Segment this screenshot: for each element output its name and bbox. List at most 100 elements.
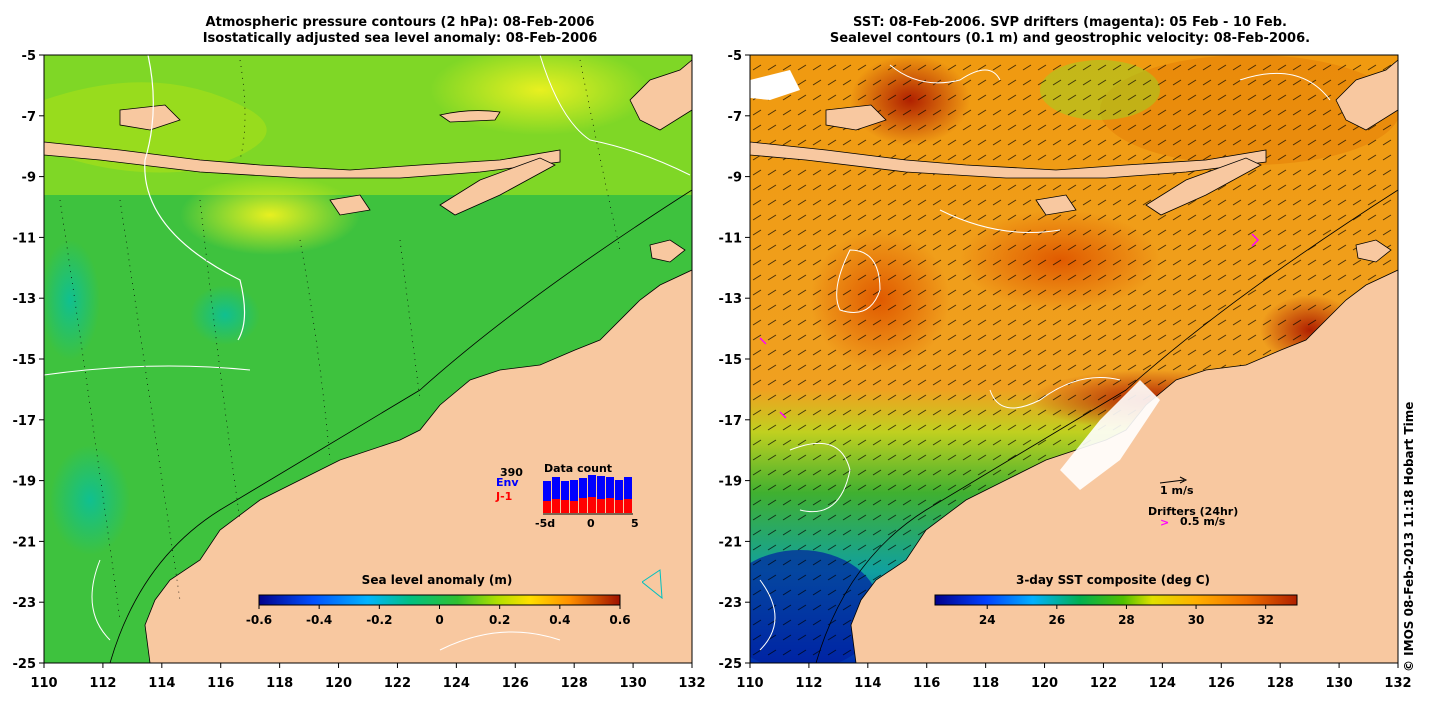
- data-count-axis-mid: 0: [587, 517, 595, 530]
- sla-colorbar-title: Sea level anomaly (m): [362, 573, 513, 587]
- data-count-bar-env: [588, 475, 596, 497]
- colorbar-tick-label: 0.2: [489, 613, 510, 627]
- lat-tick-label: -23: [13, 596, 37, 611]
- drifter-legend-title: Drifters (24hr): [1148, 505, 1238, 518]
- sst-colorbar-title: 3-day SST composite (deg C): [1016, 573, 1210, 587]
- right-panel-title: SST: 08-Feb-2006. SVP drifters (magenta)…: [760, 15, 1380, 47]
- lon-tick-label: 124: [1149, 676, 1176, 691]
- left-title-line1: Atmospheric pressure contours (2 hPa): 0…: [205, 15, 595, 30]
- lon-tick-label: 122: [384, 676, 411, 691]
- colorbar-tick-label: 28: [1118, 613, 1135, 627]
- colorbar-tick-label: 26: [1048, 613, 1065, 627]
- lon-tick-label: 126: [1208, 676, 1235, 691]
- data-count-bar-env: [615, 480, 623, 500]
- lon-tick-label: 126: [502, 676, 529, 691]
- data-count-axis-start: -5d: [535, 517, 555, 530]
- lon-tick-label: 130: [1326, 676, 1353, 691]
- data-count-bar-j1: [579, 498, 587, 513]
- lat-tick-label: -5: [728, 49, 742, 64]
- data-count-bar-env: [624, 477, 632, 499]
- sla-high-blob: [180, 175, 360, 255]
- sla-colorbar-ramp: [258, 594, 621, 606]
- sst-colorbar: 3-day SST composite (deg C) 24 26 28 30 32: [925, 563, 1305, 627]
- data-count-axis-end: 5: [631, 517, 639, 530]
- colorbar-tick-label: 30: [1188, 613, 1205, 627]
- lat-tick-label: -9: [728, 171, 742, 186]
- data-count-bar-j1: [543, 501, 551, 513]
- lon-tick-label: 116: [207, 676, 234, 691]
- data-count-bar-j1: [624, 499, 632, 513]
- data-count-bar-env: [543, 481, 551, 501]
- drifter-legend-speed: 0.5 m/s: [1180, 515, 1226, 528]
- data-count-bar-j1: [552, 499, 560, 513]
- velocity-legend: 1 m/s Drifters (24hr) > 0.5 m/s: [1148, 476, 1238, 529]
- right-map: [750, 55, 1398, 663]
- lon-tick-label: 114: [148, 676, 175, 691]
- lat-tick-label: -21: [719, 535, 743, 550]
- colorbar-tick-label: 0: [435, 613, 443, 627]
- colorbar-tick-label: -0.4: [306, 613, 332, 627]
- lat-tick-label: -11: [719, 231, 743, 246]
- cloud-mask: [1060, 380, 1160, 490]
- lon-tick-label: 120: [325, 676, 352, 691]
- colorbar-tick-label: -0.6: [246, 613, 272, 627]
- data-count-bars: [543, 475, 632, 513]
- sla-colorbar: Sea level anomaly (m) -0.6 -0.4 -0.2 0 0.2 0.…: [246, 563, 642, 627]
- lon-tick-label: 124: [443, 676, 470, 691]
- left-map: [44, 55, 692, 663]
- lon-tick-label: 114: [854, 676, 881, 691]
- right-title-line1: SST: 08-Feb-2006. SVP drifters (magenta)…: [853, 15, 1287, 30]
- lon-tick-label: 112: [89, 676, 116, 691]
- colorbar-tick-label: 0.4: [549, 613, 570, 627]
- colorbar-tick-label: 0.6: [609, 613, 630, 627]
- drifter-mark: [1251, 233, 1260, 247]
- lon-tick-label: 112: [795, 676, 822, 691]
- data-count-bar-j1: [606, 498, 614, 513]
- lon-tick-label: 132: [678, 676, 705, 691]
- lon-tick-label: 120: [1031, 676, 1058, 691]
- data-count-bar-env: [579, 478, 587, 498]
- lon-tick-label: 128: [561, 676, 588, 691]
- data-count-bar-j1: [588, 497, 596, 513]
- lat-tick-label: -7: [22, 110, 36, 125]
- data-count-bar-env: [597, 476, 605, 499]
- data-count-bar-j1: [615, 500, 623, 513]
- lat-tick-label: -11: [13, 231, 37, 246]
- lon-tick-label: 116: [913, 676, 940, 691]
- velocity-legend-label: 1 m/s: [1160, 484, 1194, 497]
- lat-tick-label: -15: [13, 353, 37, 368]
- lat-tick-label: -25: [719, 657, 743, 672]
- left-title-line2: Isostatically adjusted sea level anomaly…: [202, 31, 598, 46]
- data-count-bar-j1: [597, 499, 605, 513]
- data-count-title: Data count: [544, 462, 612, 475]
- lat-tick-label: -19: [13, 475, 37, 490]
- sunda-islands: [44, 141, 561, 179]
- drifter-mark: [759, 337, 767, 345]
- lat-tick-label: -25: [13, 657, 37, 672]
- lat-tick-label: -21: [13, 535, 37, 550]
- lon-tick-label: 132: [1384, 676, 1411, 691]
- data-count-bar-env: [561, 481, 569, 500]
- sst-colorbar-ramp: [934, 594, 1298, 606]
- lon-tick-label: 122: [1090, 676, 1117, 691]
- right-axes: 110 112 114 116 118 120 122 124 126 128 130 132 -5 -7…: [719, 49, 1412, 691]
- lat-tick-label: -17: [719, 414, 743, 429]
- lat-tick-label: -9: [22, 171, 36, 186]
- lat-tick-label: -17: [13, 414, 37, 429]
- lon-tick-label: 128: [1267, 676, 1294, 691]
- left-panel-title: Atmospheric pressure contours (2 hPa): 0…: [110, 15, 690, 47]
- drifter-legend-arrow: >: [1160, 516, 1169, 529]
- data-count-bar-env: [552, 477, 560, 499]
- lon-tick-label: 110: [736, 676, 763, 691]
- data-count-bar-j1: [561, 500, 569, 513]
- lon-tick-label: 110: [30, 676, 57, 691]
- data-count-inset: 390 Env J-1 Data count -5d 0 5: [495, 462, 639, 530]
- lat-tick-label: -23: [719, 596, 743, 611]
- lat-tick-label: -5: [22, 49, 36, 64]
- data-count-number: 390: [500, 466, 523, 479]
- timor-island: [439, 157, 556, 216]
- lat-tick-label: -15: [719, 353, 743, 368]
- sla-low-blob: [44, 240, 100, 360]
- lat-tick-label: -7: [728, 110, 742, 125]
